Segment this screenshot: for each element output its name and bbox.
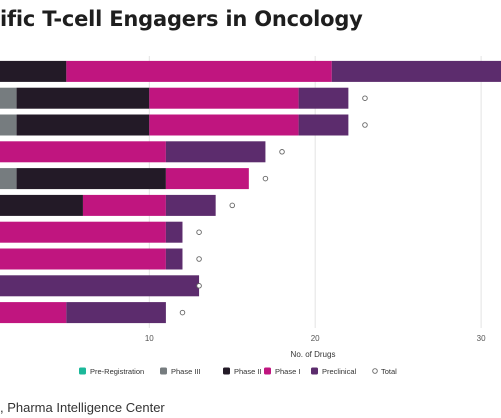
bar-segment [0, 114, 17, 136]
legend-label: Phase II [234, 367, 262, 376]
legend-swatch [264, 367, 271, 375]
total-marker [362, 122, 368, 128]
x-axis-label: No. of Drugs [291, 350, 336, 359]
total-marker [196, 283, 202, 289]
bar-segment [16, 87, 150, 109]
chart-title: ific T-cell Engagers in Oncology [0, 7, 363, 31]
legend-label: Phase III [171, 367, 201, 376]
bar-segment [16, 114, 150, 136]
x-tick-label: 30 [477, 334, 486, 343]
bar-segment [298, 114, 349, 136]
x-tick-label: 10 [145, 334, 154, 343]
legend-swatch [223, 367, 230, 375]
bar-segment [298, 87, 349, 109]
legend-label: Preclinical [322, 367, 357, 376]
bar-segment [331, 60, 501, 82]
bar-segment [0, 141, 166, 163]
x-axis-ticks: 10 20 30 [145, 334, 486, 343]
bar-segment [165, 248, 183, 270]
bar-segment [149, 114, 299, 136]
bar-segment [165, 168, 249, 190]
total-marker [279, 149, 285, 155]
bar-segment [0, 248, 166, 270]
total-marker [196, 229, 202, 235]
bar-segment [66, 60, 332, 82]
bar-segment [0, 60, 67, 82]
x-tick-label: 20 [311, 334, 320, 343]
total-markers [179, 95, 368, 316]
legend-label: Pre-Registration [90, 367, 144, 376]
legend-swatch [311, 367, 318, 375]
legend: Pre-Registration Phase III Phase II Phase I… [79, 367, 397, 376]
legend-swatch [160, 367, 167, 375]
stacked-bar-chart: 10 20 30 No. of Drugs Pre-Registration Phas… [0, 56, 501, 376]
bars [0, 60, 501, 324]
total-marker [196, 256, 202, 262]
bar-segment [149, 87, 299, 109]
total-marker [179, 309, 186, 316]
bar-segment [0, 168, 17, 190]
bar-segment [66, 302, 166, 324]
bar-segment [0, 275, 200, 297]
bar-segment [165, 141, 266, 163]
bar-segment [0, 87, 17, 109]
bar-segment [16, 168, 166, 190]
legend-label: Phase I [275, 367, 300, 376]
bar-segment [165, 194, 216, 216]
total-marker [229, 202, 236, 209]
bar-segment [82, 194, 166, 216]
bar-segment [0, 221, 166, 243]
bar-segment [0, 194, 83, 216]
legend-label-total: Total [381, 367, 397, 376]
legend-total-marker [372, 368, 378, 374]
bar-segment [0, 302, 67, 324]
source-note: , Pharma Intelligence Center [0, 400, 165, 415]
total-marker [262, 175, 269, 182]
total-marker [362, 95, 368, 101]
legend-swatch [79, 367, 86, 375]
bar-segment [165, 221, 183, 243]
